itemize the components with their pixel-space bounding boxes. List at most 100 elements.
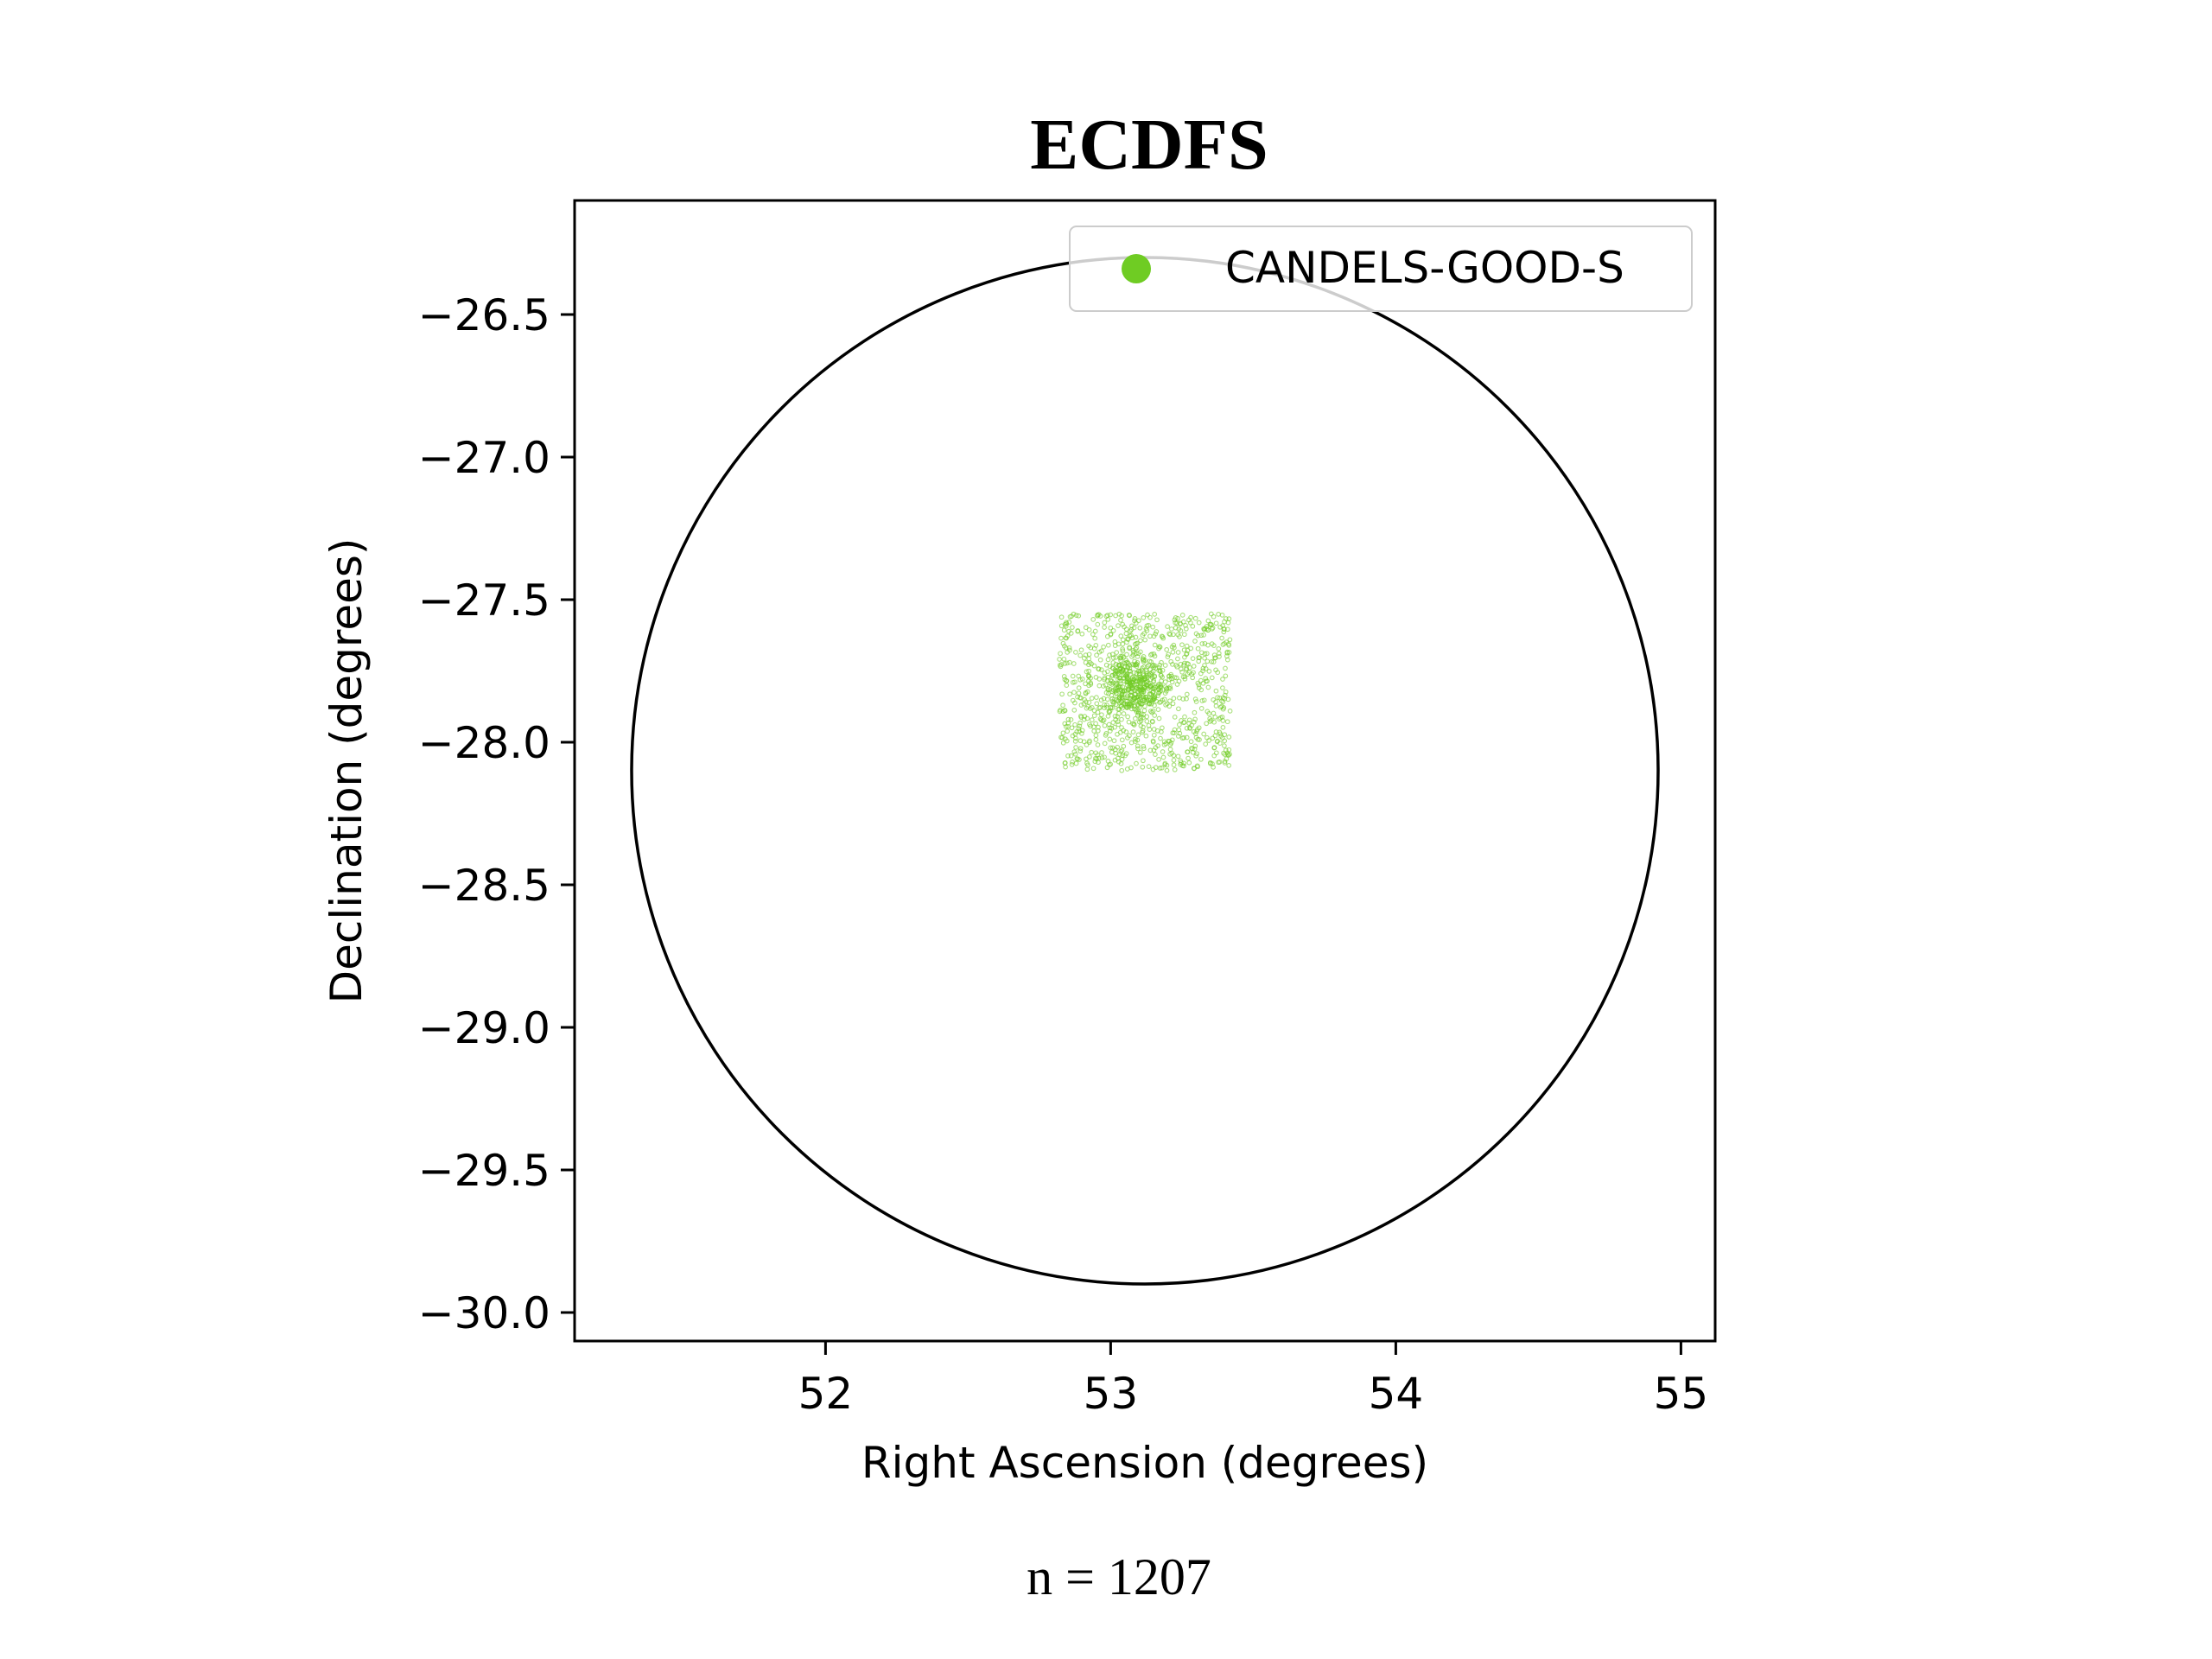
data-point (1108, 631, 1114, 637)
data-point (1167, 698, 1173, 704)
data-point (1123, 626, 1129, 632)
data-point (1102, 620, 1108, 626)
data-point (1099, 750, 1104, 755)
data-point (1213, 667, 1218, 673)
data-point (1120, 648, 1126, 654)
data-point (1083, 625, 1089, 631)
data-point (1101, 644, 1106, 650)
data-point (1166, 673, 1172, 679)
data-point (1171, 642, 1177, 648)
data-point (1166, 652, 1172, 658)
data-point (1084, 669, 1090, 675)
data-point (1079, 728, 1085, 734)
data-point (1087, 721, 1092, 728)
y-tick-label: −29.0 (418, 1003, 550, 1053)
data-point (1170, 730, 1176, 736)
data-point (1067, 613, 1073, 620)
data-point (1072, 739, 1078, 744)
data-point (1093, 750, 1099, 756)
data-point (1203, 666, 1209, 671)
data-point (1126, 719, 1132, 725)
data-point (1140, 729, 1145, 735)
data-point (1173, 625, 1179, 631)
data-point (1064, 683, 1070, 688)
data-point (1093, 675, 1099, 680)
data-point (1223, 689, 1229, 695)
data-point (1068, 717, 1074, 722)
data-point (1134, 760, 1139, 766)
data-point (1205, 684, 1211, 690)
data-point (1140, 764, 1146, 770)
data-point (1210, 761, 1215, 766)
data-point (1211, 659, 1217, 664)
data-point (1222, 760, 1228, 766)
data-point (1097, 704, 1103, 710)
data-point (1190, 656, 1196, 661)
data-point (1066, 645, 1072, 651)
x-tick-label: 55 (1654, 1369, 1709, 1419)
data-point (1058, 651, 1063, 657)
data-point (1117, 662, 1122, 668)
data-point (1114, 650, 1120, 655)
y-axis-ticks: −26.5 −27.0 −27.5 −28.0 −28.5 −29.0 −29.5 −30.0 (418, 290, 575, 1338)
data-point (1107, 728, 1113, 734)
data-point (1158, 735, 1163, 741)
data-point (1130, 721, 1135, 727)
data-point (1220, 706, 1226, 712)
data-point (1066, 620, 1072, 625)
data-point (1081, 655, 1087, 661)
data-point (1124, 652, 1129, 658)
data-point (1147, 671, 1154, 677)
data-point (1062, 760, 1068, 766)
data-point (1109, 745, 1116, 751)
data-point (1154, 617, 1160, 623)
data-point (1129, 654, 1135, 659)
data-point (1153, 765, 1159, 771)
data-point (1217, 731, 1224, 737)
data-point (1141, 746, 1147, 752)
data-point (1098, 697, 1104, 703)
data-point (1086, 627, 1092, 632)
data-point (1105, 642, 1111, 648)
data-point (1166, 738, 1173, 744)
data-point (1062, 708, 1068, 714)
data-point (1224, 719, 1230, 725)
data-point (1149, 718, 1155, 724)
data-point (1089, 705, 1095, 710)
data-point (1211, 710, 1217, 716)
data-point (1192, 639, 1198, 644)
data-point (1122, 660, 1128, 666)
data-point (1171, 762, 1177, 768)
data-point (1216, 651, 1222, 657)
data-point (1073, 650, 1078, 655)
data-point (1220, 695, 1226, 701)
data-point (1070, 625, 1075, 630)
data-point (1116, 759, 1122, 765)
chart-title: ECDFS (1030, 105, 1268, 185)
data-point (1190, 675, 1196, 681)
data-point (1111, 699, 1116, 705)
data-point (1196, 620, 1202, 626)
data-point (1192, 716, 1198, 722)
data-point (1178, 628, 1184, 633)
data-point (1217, 696, 1223, 701)
data-point (1215, 695, 1220, 701)
data-point (1102, 741, 1108, 747)
data-point (1069, 762, 1075, 767)
data-point (1105, 687, 1111, 693)
data-point (1092, 635, 1098, 641)
data-point (1184, 652, 1189, 658)
data-point (1117, 729, 1123, 735)
data-point (1160, 754, 1166, 760)
data-point (1076, 613, 1082, 619)
data-point (1156, 690, 1162, 696)
data-point (1096, 683, 1103, 689)
data-point (1150, 739, 1156, 745)
data-point (1204, 651, 1210, 657)
data-point (1086, 700, 1092, 705)
data-point (1122, 678, 1128, 684)
data-point (1169, 626, 1174, 632)
data-point (1123, 672, 1129, 678)
data-point (1097, 657, 1103, 663)
data-point (1211, 745, 1217, 751)
